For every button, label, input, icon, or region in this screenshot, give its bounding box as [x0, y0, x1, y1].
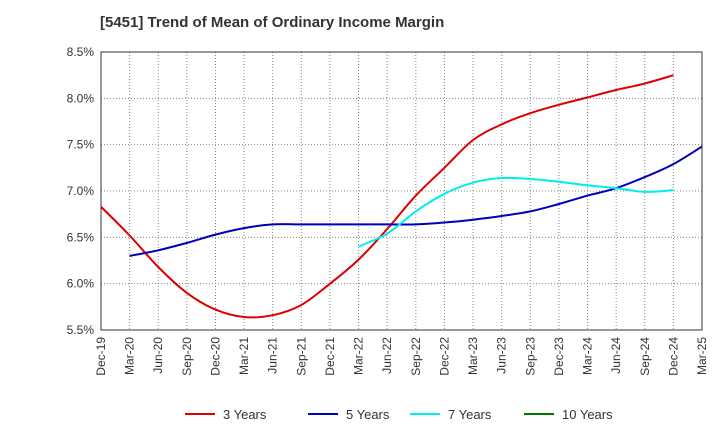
x-tick-label: Sep-23: [523, 337, 537, 376]
x-tick-label: Sep-20: [180, 337, 194, 376]
legend-label-7-years: 7 Years: [448, 407, 492, 422]
y-tick-label: 7.5%: [67, 138, 95, 152]
x-tick-label: Dec-21: [323, 337, 337, 376]
series-line-7-years: [358, 176, 674, 248]
x-tick-label: Dec-19: [94, 337, 108, 376]
legend-label-3-years: 3 Years: [223, 407, 267, 422]
series-line-3-years: [100, 74, 674, 319]
x-tick-label: Sep-21: [294, 337, 308, 376]
x-tick-label: Jun-23: [495, 337, 509, 374]
x-tick-label: Jun-20: [151, 337, 165, 374]
x-tick-label: Mar-21: [237, 337, 251, 375]
legend-label-5-years: 5 Years: [346, 407, 390, 422]
x-tick-label: Jun-22: [380, 337, 394, 374]
x-tick-label: Jun-21: [266, 337, 280, 374]
plot-border: [100, 51, 703, 331]
chart-title: [5451] Trend of Mean of Ordinary Income …: [100, 14, 445, 31]
x-tick-label: Mar-23: [466, 337, 480, 375]
series-line-5-years: [129, 145, 703, 257]
y-tick-label: 6.5%: [67, 230, 95, 244]
y-tick-label: 8.5%: [67, 45, 95, 59]
x-tick-label: Dec-24: [666, 337, 680, 376]
x-tick-label: Mar-25: [695, 337, 709, 375]
x-tick-label: Mar-22: [352, 337, 366, 375]
x-tick-label: Dec-22: [437, 337, 451, 376]
y-tick-label: 7.0%: [67, 184, 95, 198]
x-tick-label: Sep-22: [409, 337, 423, 376]
x-tick-label: Dec-23: [552, 337, 566, 376]
y-tick-label: 8.0%: [67, 91, 95, 105]
x-tick-label: Mar-20: [123, 337, 137, 375]
legend-label-10-years: 10 Years: [562, 407, 613, 422]
x-tick-label: Mar-24: [581, 337, 595, 375]
y-tick-label: 6.0%: [67, 277, 95, 291]
x-tick-label: Dec-20: [208, 337, 222, 376]
x-tick-label: Sep-24: [638, 337, 652, 376]
x-tick-label: Jun-24: [609, 337, 623, 374]
y-tick-label: 5.5%: [67, 323, 95, 337]
